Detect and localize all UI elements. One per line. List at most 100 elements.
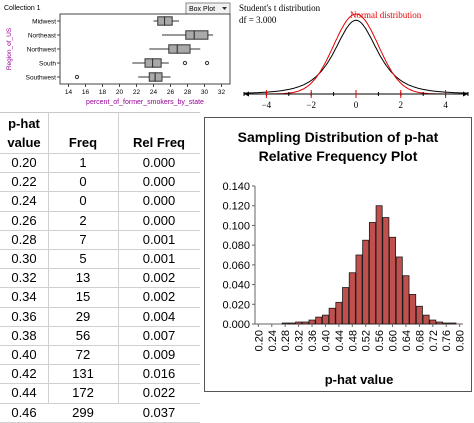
box-upper-half: [152, 58, 162, 68]
table-cell: 0.32: [11, 270, 37, 286]
table-cell: 56: [75, 327, 91, 343]
histogram-bar: [409, 294, 417, 325]
x-tick-label: 2: [399, 100, 404, 110]
x-tick-label: 0.72: [428, 330, 440, 351]
table-cell: 0.007: [142, 327, 176, 343]
histogram-bar: [281, 322, 289, 325]
frequency-table: p-hat value Freq Rel Freq 0.20 1 0.000 0.22 0 0.0…: [0, 112, 200, 423]
plot-type-button-label: Box Plot: [189, 6, 215, 13]
histogram-panel: Sampling Distribution of p-hat Relative F…: [204, 117, 472, 392]
x-tick-label: 30: [201, 89, 209, 96]
table-cell: 0.001: [142, 231, 176, 247]
x-tick-label: 0.60: [388, 330, 400, 351]
column-header: Rel Freq: [132, 135, 185, 150]
x-tick-label: 18: [99, 89, 107, 96]
x-tick-label: 26: [167, 89, 175, 96]
table-cell: 0.037: [142, 404, 176, 420]
x-tick-label: 0.28: [280, 330, 292, 351]
box-lower-half: [157, 16, 166, 26]
table-cell: 0.009: [142, 347, 176, 362]
histogram-bar: [429, 319, 437, 325]
t-distribution-chart: −4 −2 0 2 4 Student's t distribution df = 3.00…: [239, 3, 469, 110]
table-cell: 0.24: [11, 193, 37, 209]
table-cell: 0.44: [11, 385, 37, 401]
histogram-bar: [368, 222, 376, 325]
chevron-down-icon: [222, 7, 227, 10]
y-tick-label: 0.120: [222, 201, 250, 213]
table-cell: 0.022: [142, 385, 176, 401]
x-axis-label: percent_of_former_smokers_by_state: [86, 99, 204, 106]
box-plot-panel: Collection 1 Box Plot Midwest Northeast Nort…: [0, 0, 234, 108]
box-lower-half: [148, 72, 156, 82]
histogram-bar: [442, 322, 450, 325]
x-tick-label: 0.36: [307, 330, 319, 351]
histogram-bar: [321, 314, 329, 325]
y-tick-label: 0.100: [222, 220, 250, 232]
histogram-bar: [415, 305, 423, 325]
y-axis-label: Region_of_US: [6, 27, 13, 70]
t-distribution-curve: [243, 19, 469, 94]
table-cell: 0.30: [11, 251, 37, 266]
x-tick-label: 0.68: [414, 330, 426, 351]
outlier-point: [74, 74, 80, 80]
table-cell: 0.002: [142, 270, 176, 286]
table-cell: 0.000: [142, 193, 176, 209]
box-upper-half: [193, 30, 209, 40]
histogram-bar: [295, 321, 303, 325]
histogram-bar: [402, 275, 410, 325]
table-cell: 0.20: [11, 155, 37, 170]
x-tick-label: 0.44: [334, 330, 346, 351]
x-tick-label: 22: [133, 89, 141, 96]
chart-title: Student's t distribution: [239, 3, 321, 13]
table-cell: 0: [79, 193, 87, 209]
normal-distribution-annotation: Normal distribution: [350, 10, 422, 20]
x-tick-label: 0.76: [441, 330, 453, 351]
x-tick-label: 16: [82, 89, 90, 96]
chart-title: Sampling Distribution of p-hat: [238, 129, 439, 145]
box-upper-half: [154, 72, 163, 82]
histogram-bar: [342, 287, 350, 325]
table-cell: 0.000: [142, 155, 176, 170]
histogram-bar: [328, 307, 336, 325]
category-label: South: [39, 61, 56, 68]
category-label: Northwest: [27, 47, 56, 54]
x-tick-label: 0.32: [294, 330, 306, 351]
x-tick-label: 0.56: [374, 330, 386, 351]
histogram-bar: [355, 254, 363, 325]
box-lower-half: [185, 30, 195, 40]
table-cell: 0.001: [142, 251, 176, 266]
table-cell: 0.26: [11, 212, 37, 228]
histogram-bar: [389, 236, 397, 325]
x-tick-label: 0.24: [267, 330, 279, 351]
y-tick-label: 0.040: [222, 280, 250, 292]
table-cell: 29: [75, 308, 91, 324]
outlier-point: [182, 60, 188, 66]
table-cell: 2: [79, 212, 87, 228]
histogram-bar: [362, 239, 370, 325]
x-tick-label: 0.52: [361, 330, 373, 351]
box-lower-half: [144, 58, 154, 68]
y-tick-label: 0.000: [222, 319, 250, 331]
plot-area-frame: [59, 13, 231, 85]
category-label: Southwest: [26, 75, 57, 82]
table-cell: 299: [72, 404, 94, 420]
table-cell: 0.22: [11, 174, 37, 190]
x-axis-label: p-hat value: [325, 372, 394, 387]
histogram-bar: [315, 316, 323, 325]
column-header: p-hat: [8, 116, 40, 131]
x-tick-label: 0.48: [347, 330, 359, 351]
column-header: Freq: [68, 135, 98, 150]
axis-arrow-right-icon: [463, 91, 468, 97]
y-tick-label: 0.080: [222, 240, 250, 252]
histogram-bar: [449, 322, 457, 325]
x-tick-label: −4: [262, 100, 272, 110]
x-tick-label: 0: [354, 100, 359, 110]
histogram-bar: [395, 256, 403, 325]
table-cell: 172: [72, 385, 94, 401]
table-cell: 0.28: [11, 231, 37, 247]
histogram-bar: [348, 272, 356, 325]
chart-subtitle: Relative Frequency Plot: [259, 148, 418, 164]
table-cell: 0.38: [11, 327, 37, 343]
table-cell: 131: [72, 366, 94, 382]
x-tick-label: 20: [116, 89, 124, 96]
